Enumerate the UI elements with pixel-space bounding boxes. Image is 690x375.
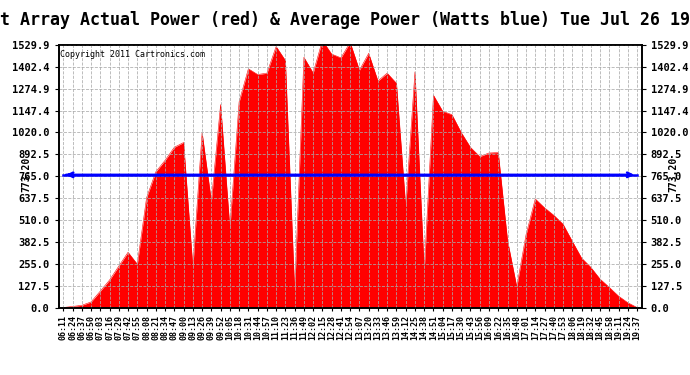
Text: Copyright 2011 Cartronics.com: Copyright 2011 Cartronics.com xyxy=(60,50,205,59)
Text: East Array Actual Power (red) & Average Power (Watts blue) Tue Jul 26 19:57: East Array Actual Power (red) & Average … xyxy=(0,11,690,29)
Text: 773.20: 773.20 xyxy=(669,157,679,192)
Text: 773.20: 773.20 xyxy=(21,157,32,192)
